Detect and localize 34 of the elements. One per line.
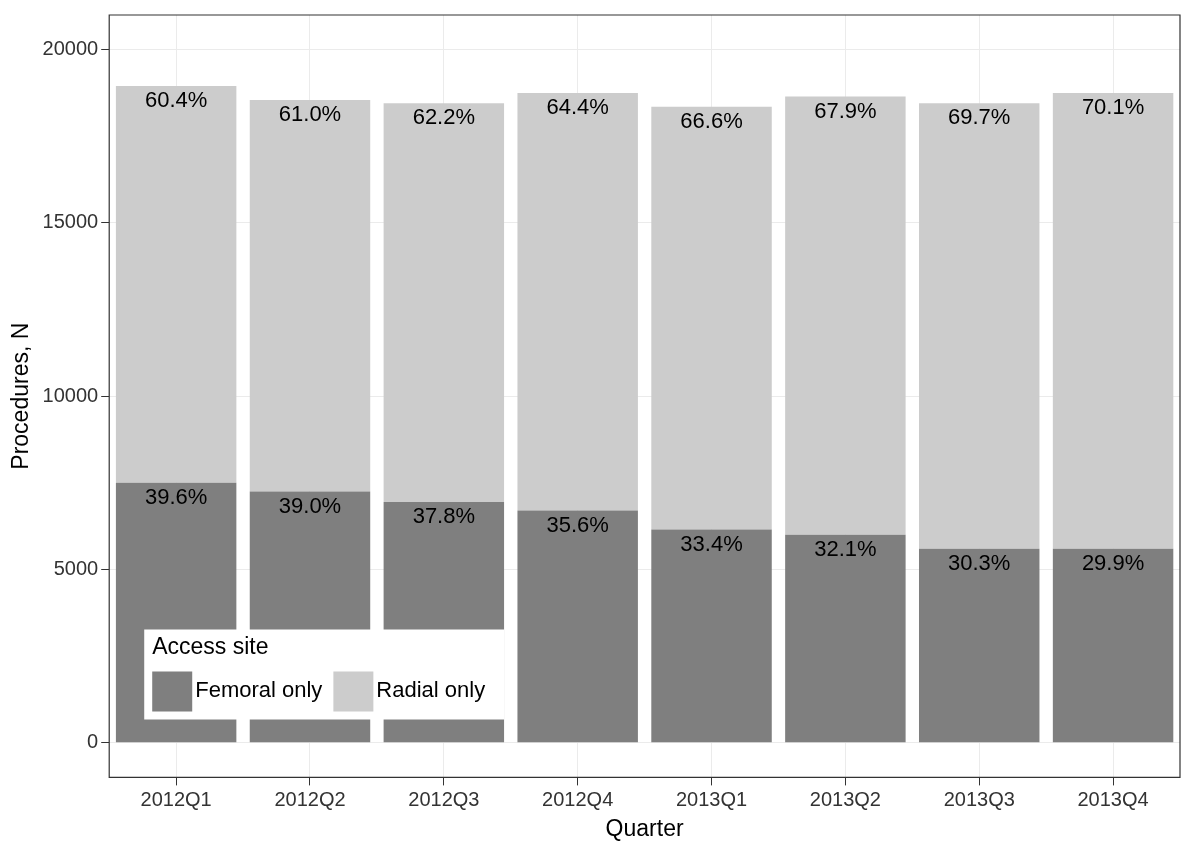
annotation: 61.0%: [278, 100, 342, 126]
x-tick-label: 2012Q2: [274, 787, 346, 810]
y-tick-label: 10000: [42, 383, 99, 406]
y-tick-label: 0: [87, 730, 99, 753]
y-tick-label: 20000: [42, 37, 99, 60]
annotation: 32.1%: [814, 535, 877, 561]
annotation: 70.1%: [1081, 94, 1145, 120]
x-tick-label: 2012Q3: [408, 787, 480, 810]
y-axis-title: Procedures, N: [7, 322, 34, 470]
x-tick-label: 2013Q3: [943, 787, 1015, 810]
annotation: 60.4%: [144, 87, 208, 113]
legend-label: Femoral only: [195, 677, 323, 703]
x-tick-label: 2013Q2: [809, 787, 881, 810]
annotation: 62.2%: [412, 104, 476, 130]
annotation: 39.0%: [278, 492, 342, 518]
x-axis-title: Quarter: [605, 814, 684, 841]
annotation: 67.9%: [814, 97, 877, 123]
annotation: 33.4%: [680, 530, 743, 556]
annotation: 64.4%: [546, 94, 609, 120]
x-tick-label: 2013Q4: [1077, 787, 1149, 810]
legend-label: Radial only: [376, 677, 486, 703]
annotation: 35.6%: [546, 511, 609, 537]
x-tick-label: 2013Q1: [675, 787, 748, 810]
annotation: 30.3%: [948, 549, 1011, 575]
annotation: 37.8%: [412, 502, 476, 528]
annotation: 29.9%: [1081, 549, 1145, 575]
x-tick-label: 2012Q1: [140, 787, 212, 810]
legend-title: Access site: [152, 632, 269, 659]
annotation: 69.7%: [948, 104, 1011, 130]
y-tick-label: 15000: [42, 210, 99, 233]
y-tick-label: 5000: [53, 556, 99, 579]
x-tick-label: 2012Q4: [542, 787, 614, 810]
annotation: 39.6%: [144, 483, 208, 509]
annotation: 66.6%: [680, 107, 743, 133]
